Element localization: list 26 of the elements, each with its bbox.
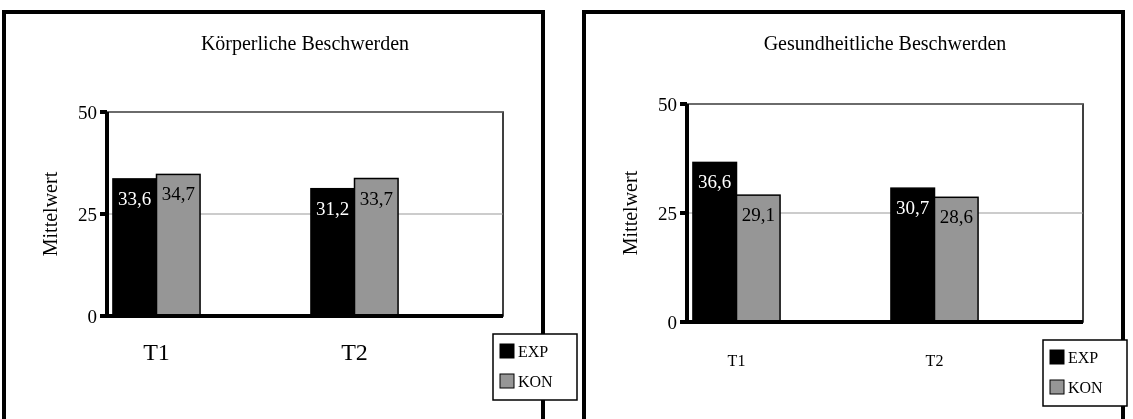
legend-label: KON <box>1068 378 1104 396</box>
y-tick-label: 50 <box>658 93 677 115</box>
data-label: 30,7 <box>896 197 930 219</box>
chart-title: Körperliche Beschwerden <box>200 32 410 55</box>
x-tick-label: T1 <box>143 339 170 365</box>
y-axis-title: Mittelwert <box>619 170 641 256</box>
y-tick-label: 0 <box>667 311 677 333</box>
y-axis-title: Mittelwert <box>39 171 61 257</box>
legend-label: KON <box>518 372 554 390</box>
data-label: 29,1 <box>741 204 775 226</box>
y-tick-label: 0 <box>87 305 97 327</box>
chart-title: Gesundheitliche Beschwerden <box>763 32 1007 54</box>
x-tick-label: T1 <box>727 352 746 369</box>
data-label: 33,7 <box>359 187 393 209</box>
y-tick-label: 25 <box>658 202 677 224</box>
data-label: 28,6 <box>939 206 973 228</box>
data-label: 33,6 <box>118 187 152 209</box>
legend-label: EXP <box>518 342 549 360</box>
legend-label: EXP <box>1068 348 1099 366</box>
data-label: 34,7 <box>161 183 195 205</box>
y-tick-label: 25 <box>78 203 97 225</box>
x-tick-label: T2 <box>925 352 944 369</box>
x-tick-label: T2 <box>341 339 368 365</box>
data-label: 31,2 <box>316 197 350 219</box>
data-label: 36,6 <box>698 171 732 193</box>
y-tick-label: 50 <box>78 101 97 123</box>
